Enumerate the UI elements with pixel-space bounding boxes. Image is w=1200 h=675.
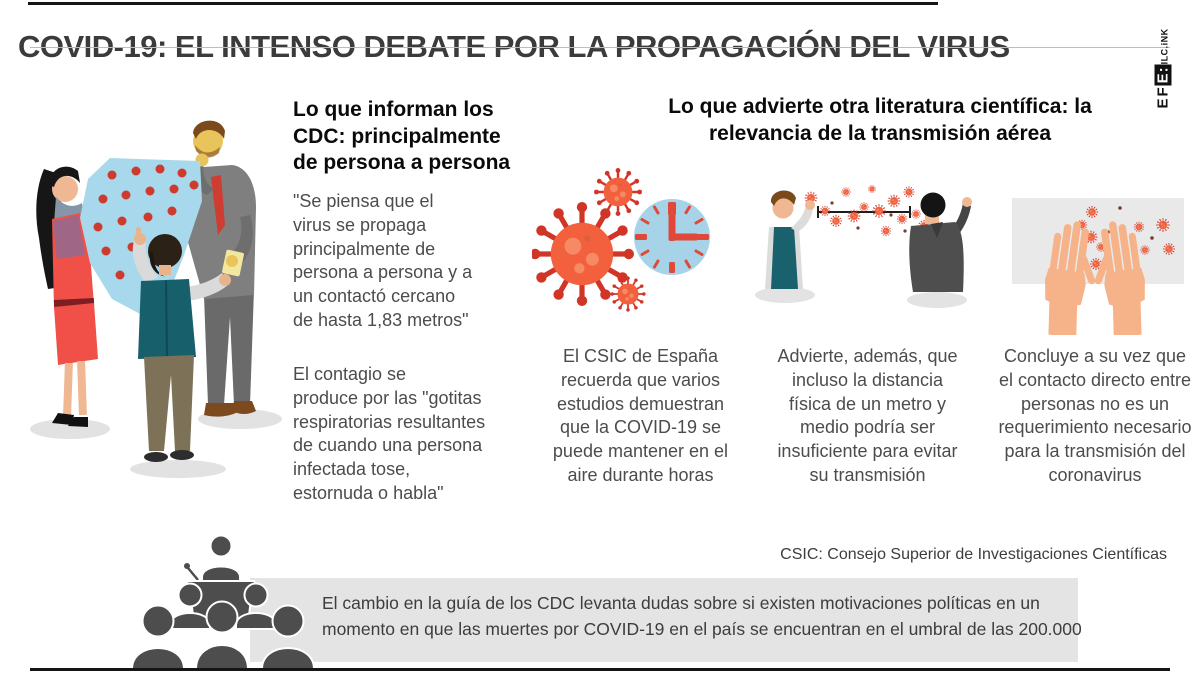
efe-logo-suffix: ILC.iNK (1159, 28, 1170, 65)
science-column-1-text: El CSIC de España recuerda que varios es… (552, 346, 729, 485)
science-column-3-text: Concluye a su vez que el contacto direct… (998, 346, 1192, 485)
people-talking-illustration (30, 120, 282, 478)
distance-people-icon (755, 184, 972, 308)
banner-text: El cambio en la guía de los CDC levanta … (322, 593, 1082, 640)
man-facing-left-back (909, 192, 972, 292)
virus-clock-icon (532, 166, 710, 313)
efe-logo: EFE:ILC.iNK (1146, 6, 1180, 110)
cdc-quote-2: El contagio se produce por las "gotitas … (293, 364, 486, 503)
csic-footnote: CSIC: Consejo Superior de Investigacione… (780, 546, 1167, 563)
virus-medium (592, 166, 644, 218)
title-underline (30, 47, 1170, 48)
surface (1012, 198, 1184, 284)
left-hand (1045, 221, 1096, 335)
cdc-quote-1: "Se piensa que el virus se propaga princ… (293, 191, 473, 330)
right-hand (1094, 221, 1145, 335)
man-back-view (132, 227, 231, 462)
distance-line (817, 206, 911, 218)
science-column-2-text: Advierte, además, que incluso la distanc… (777, 346, 958, 485)
bottom-banner: El cambio en la guía de los CDC levanta … (250, 578, 1082, 662)
woman-in-red-dress (36, 166, 98, 427)
cdc-heading: Lo que informan los CDC: principalmente … (293, 98, 511, 175)
virus-small (609, 275, 647, 313)
podium-audience-illustration (130, 534, 316, 669)
man-facing-right (765, 190, 815, 289)
clock (634, 199, 710, 275)
floating-viruses (804, 184, 939, 237)
science-heading: Lo que advierte otra literatura científi… (668, 95, 1092, 145)
top-rule (28, 2, 938, 5)
bottom-rule (30, 668, 1170, 671)
efe-logo-boxed-text: E: (1154, 64, 1172, 86)
hands-surface-icon (1012, 198, 1184, 335)
efe-logo-text: EF (1154, 85, 1172, 109)
page-title: COVID-19: EL INTENSO DEBATE POR LA PROPA… (18, 28, 1010, 64)
